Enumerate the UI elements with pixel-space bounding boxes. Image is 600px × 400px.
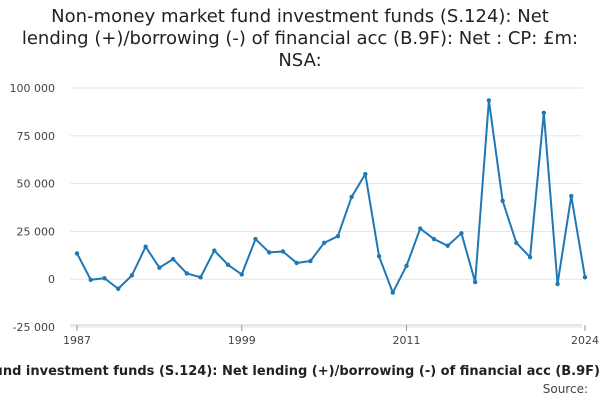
data-point[interactable] [555, 281, 560, 287]
series-name-text: Non-money market fund investment funds (… [0, 364, 600, 379]
data-point[interactable] [239, 272, 244, 277]
data-point[interactable] [472, 279, 478, 285]
data-point[interactable] [486, 98, 492, 103]
y-tick-label: 100 000 [10, 82, 56, 95]
data-point[interactable] [184, 271, 190, 276]
series-name-footer: Non-money market fund investment funds (… [0, 364, 600, 382]
data-point[interactable] [198, 275, 203, 280]
data-point[interactable] [514, 240, 519, 246]
x-tick-label: 1999 [228, 334, 256, 347]
data-point[interactable] [74, 251, 80, 256]
data-point[interactable] [541, 110, 547, 116]
data-point[interactable] [349, 194, 354, 200]
data-point[interactable] [569, 193, 574, 199]
data-point[interactable] [129, 273, 135, 278]
data-point[interactable] [225, 262, 231, 268]
y-tick-label: 0 [48, 273, 55, 286]
data-point[interactable] [431, 236, 437, 242]
series [74, 98, 588, 295]
y-axis-tick-labels: -25 000 0 25 000 50 000 75 000 100 000 [10, 82, 56, 334]
data-point[interactable] [102, 276, 107, 281]
data-point[interactable] [115, 286, 121, 291]
data-point[interactable] [212, 248, 217, 253]
data-point[interactable] [170, 256, 176, 262]
data-point[interactable] [335, 233, 341, 239]
data-point[interactable] [500, 198, 505, 204]
data-point[interactable] [376, 254, 382, 259]
data-point[interactable] [390, 290, 395, 295]
y-tick-label: 25 000 [17, 225, 56, 238]
data-point[interactable] [582, 275, 588, 280]
data-point[interactable] [308, 258, 313, 264]
series-line [76, 99, 586, 294]
data-point[interactable] [459, 231, 464, 236]
chart-title: Non-money market fund investment funds (… [21, 6, 579, 71]
source-label: Source: [542, 382, 588, 396]
data-point[interactable] [253, 236, 258, 242]
y-tick-label: -25 000 [13, 321, 55, 334]
data-point[interactable] [88, 277, 93, 282]
x-tick-label: 1987 [63, 334, 91, 347]
data-point[interactable] [404, 263, 409, 269]
y-tick-label: 50 000 [17, 178, 56, 191]
data-point[interactable] [157, 265, 162, 270]
data-point[interactable] [321, 240, 327, 246]
axes [70, 324, 586, 331]
data-point[interactable] [294, 260, 299, 266]
x-tick-label: 2011 [393, 334, 421, 347]
y-tick-label: 75 000 [17, 130, 56, 143]
data-point[interactable] [445, 243, 450, 248]
x-tick-label: 2024 [571, 334, 599, 347]
data-point[interactable] [143, 244, 148, 249]
data-point[interactable] [527, 255, 533, 260]
data-point[interactable] [363, 171, 368, 177]
x-axis-tick-labels: 1987 1999 2011 2024 [63, 334, 599, 347]
data-point[interactable] [280, 249, 286, 254]
gridlines [70, 87, 582, 328]
data-point[interactable] [267, 250, 272, 255]
data-point[interactable] [418, 226, 423, 231]
